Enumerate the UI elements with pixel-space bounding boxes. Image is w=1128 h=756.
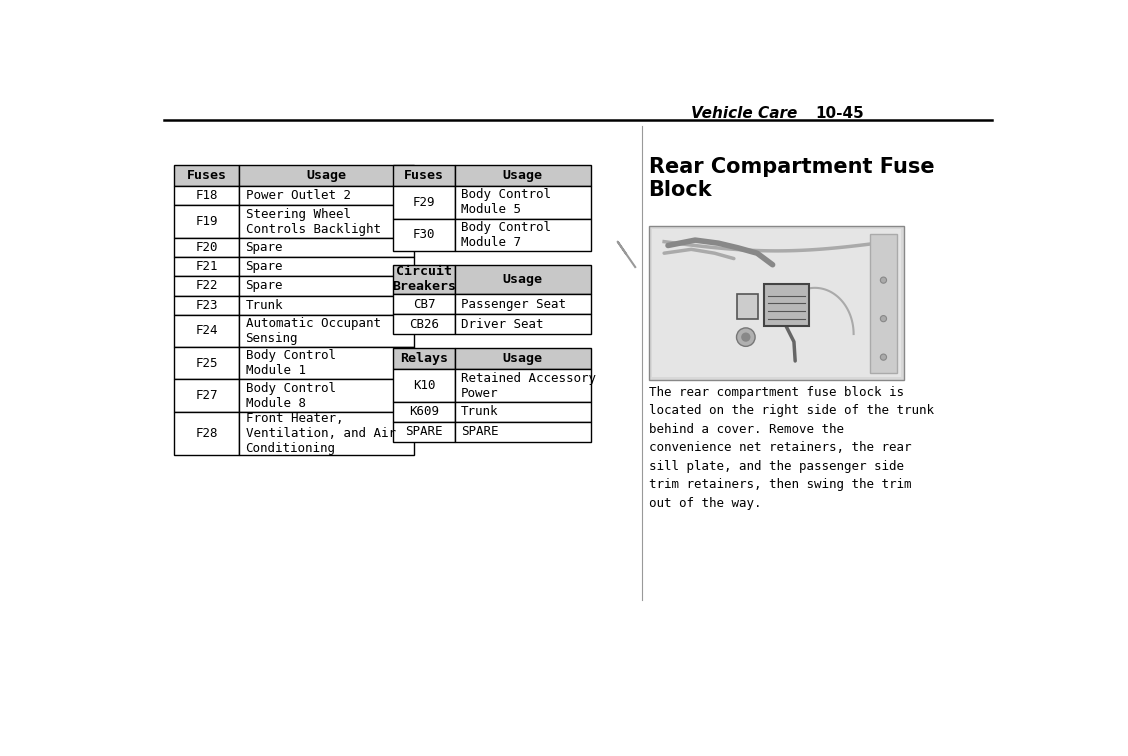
Bar (174, 206, 239, 238)
Text: F22: F22 (195, 280, 218, 293)
Text: Usage: Usage (307, 169, 346, 182)
Text: Usage: Usage (503, 169, 543, 182)
Text: Usage: Usage (503, 273, 543, 286)
Bar (393, 422, 455, 442)
Text: Trunk: Trunk (246, 299, 283, 311)
Bar (649, 226, 905, 380)
Bar (174, 276, 239, 296)
Bar (174, 412, 239, 455)
Bar (239, 314, 414, 347)
Bar (239, 206, 414, 238)
Bar (393, 165, 455, 186)
Bar (737, 294, 758, 318)
Bar (652, 229, 901, 377)
Bar (174, 380, 239, 412)
Text: Steering Wheel
Controls Backlight: Steering Wheel Controls Backlight (246, 208, 380, 236)
Bar (870, 234, 897, 373)
Text: Fuses: Fuses (186, 169, 227, 182)
Bar (174, 347, 239, 380)
Circle shape (880, 315, 887, 322)
Text: F21: F21 (195, 260, 218, 273)
Text: SPARE: SPARE (405, 426, 442, 438)
Text: Spare: Spare (246, 241, 283, 254)
Bar (239, 257, 414, 276)
Text: Automatic Occupant
Sensing: Automatic Occupant Sensing (246, 317, 380, 345)
Bar (393, 265, 455, 294)
Text: F20: F20 (195, 241, 218, 254)
Bar (239, 276, 414, 296)
Bar (239, 186, 414, 206)
Bar (174, 257, 239, 276)
Text: CB26: CB26 (408, 318, 439, 330)
Text: K10: K10 (413, 379, 435, 392)
Bar (455, 401, 590, 422)
Bar (393, 370, 455, 401)
Text: Spare: Spare (246, 280, 283, 293)
Circle shape (880, 354, 887, 360)
Text: F28: F28 (195, 427, 218, 440)
Text: Body Control
Module 1: Body Control Module 1 (246, 349, 336, 377)
Bar (239, 347, 414, 380)
Bar (393, 401, 455, 422)
Bar (393, 186, 455, 218)
Circle shape (741, 333, 750, 342)
Bar (455, 314, 590, 334)
Circle shape (880, 277, 887, 284)
Text: Usage: Usage (503, 352, 543, 365)
Bar (174, 314, 239, 347)
Text: F30: F30 (413, 228, 435, 241)
Text: Rear Compartment Fuse
Block: Rear Compartment Fuse Block (649, 157, 934, 200)
Bar (393, 294, 455, 314)
Text: Body Control
Module 7: Body Control Module 7 (461, 221, 552, 249)
Text: Power Outlet 2: Power Outlet 2 (246, 189, 351, 203)
Bar (455, 370, 590, 401)
Bar (393, 314, 455, 334)
Text: F23: F23 (195, 299, 218, 311)
Bar (455, 294, 590, 314)
Text: Front Heater,
Ventilation, and Air
Conditioning: Front Heater, Ventilation, and Air Condi… (246, 412, 396, 455)
Text: F19: F19 (195, 215, 218, 228)
Text: F29: F29 (413, 196, 435, 209)
Bar (174, 296, 239, 314)
Bar (174, 186, 239, 206)
Bar (239, 412, 414, 455)
Text: F24: F24 (195, 324, 218, 337)
Bar (455, 218, 590, 251)
Bar (239, 296, 414, 314)
Bar (239, 165, 414, 186)
Circle shape (737, 328, 755, 346)
Bar (239, 380, 414, 412)
Text: Body Control
Module 5: Body Control Module 5 (461, 188, 552, 216)
Text: F18: F18 (195, 189, 218, 203)
Bar (455, 348, 590, 370)
Bar (393, 348, 455, 370)
Text: Fuses: Fuses (404, 169, 444, 182)
Text: CB7: CB7 (413, 298, 435, 311)
Text: F27: F27 (195, 389, 218, 402)
Text: Spare: Spare (246, 260, 283, 273)
Bar (174, 165, 239, 186)
Text: SPARE: SPARE (461, 426, 499, 438)
Text: Driver Seat: Driver Seat (461, 318, 544, 330)
Bar (239, 238, 414, 257)
Bar (174, 238, 239, 257)
Bar (764, 284, 809, 327)
Text: Trunk: Trunk (461, 405, 499, 418)
Text: Relays: Relays (399, 352, 448, 365)
Bar (393, 218, 455, 251)
Bar (455, 186, 590, 218)
Bar (455, 165, 590, 186)
Text: 10-45: 10-45 (816, 107, 864, 121)
Text: Circuit
Breakers: Circuit Breakers (391, 265, 456, 293)
Text: F25: F25 (195, 357, 218, 370)
Bar (455, 422, 590, 442)
Text: Vehicle Care: Vehicle Care (691, 107, 797, 121)
Bar (455, 265, 590, 294)
Text: Retained Accessory
Power: Retained Accessory Power (461, 372, 596, 400)
Text: The rear compartment fuse block is
located on the right side of the trunk
behind: The rear compartment fuse block is locat… (649, 386, 934, 510)
Text: Passenger Seat: Passenger Seat (461, 298, 566, 311)
Text: Body Control
Module 8: Body Control Module 8 (246, 382, 336, 410)
Text: K609: K609 (408, 405, 439, 418)
